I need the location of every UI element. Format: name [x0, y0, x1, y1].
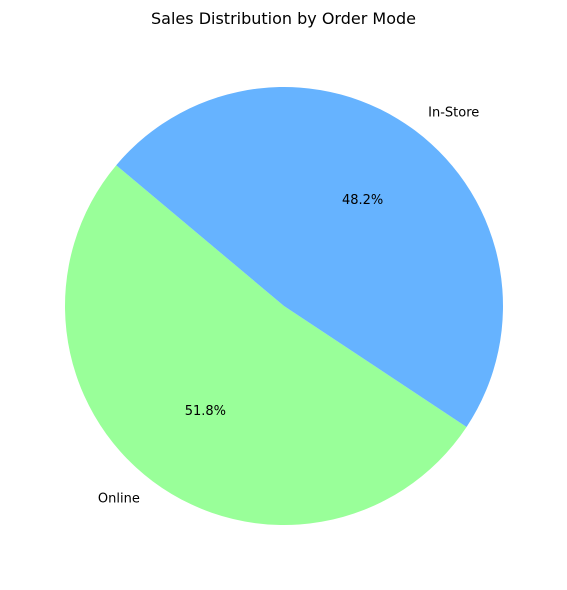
pie-slice-in-store: [116, 87, 503, 427]
slice-percent-label: 51.8%: [185, 404, 226, 419]
pie-labels: Online 51.8% In-Store 48.2%: [98, 106, 479, 507]
slice-percent-label: 48.2%: [342, 193, 383, 208]
slice-label: In-Store: [428, 106, 479, 121]
pie-slices: [64, 87, 503, 526]
slice-label: Online: [98, 491, 140, 506]
pie-slice-online: [64, 165, 467, 526]
chart-title: Sales Distribution by Order Mode: [151, 9, 416, 28]
